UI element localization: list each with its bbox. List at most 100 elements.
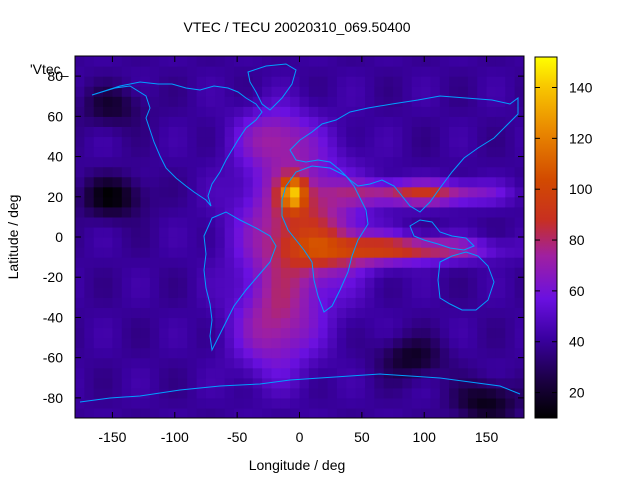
- heatmap-cell: [168, 86, 179, 97]
- heatmap-cell: [495, 146, 506, 158]
- heatmap-cell: [318, 247, 329, 258]
- heatmap-cell: [234, 267, 244, 278]
- heatmap-cell: [355, 206, 366, 218]
- heatmap-cell: [205, 357, 216, 369]
- heatmap-cell: [308, 277, 319, 288]
- heatmap-cell: [196, 196, 207, 208]
- heatmap-cell: [393, 146, 403, 158]
- heatmap-cell: [84, 357, 95, 369]
- heatmap-cell: [75, 257, 85, 268]
- heatmap-cell: [196, 387, 207, 399]
- heatmap-cell: [449, 76, 460, 87]
- heatmap-cell: [112, 267, 123, 278]
- heatmap-cell: [449, 297, 460, 308]
- heatmap-cell: [421, 307, 432, 319]
- heatmap-cell: [75, 327, 85, 339]
- heatmap-cell: [514, 257, 524, 268]
- heatmap-cell: [364, 277, 375, 288]
- heatmap-cell: [196, 307, 207, 319]
- heatmap-cell: [224, 267, 235, 278]
- heatmap-cell: [449, 216, 460, 228]
- heatmap-cell: [495, 377, 506, 389]
- heatmap-cell: [243, 397, 254, 409]
- heatmap-cell: [327, 56, 338, 67]
- heatmap-cell: [449, 106, 460, 117]
- heatmap-cell: [131, 116, 142, 127]
- heatmap-cell: [318, 407, 329, 418]
- heatmap-cell: [458, 397, 469, 409]
- heatmap-cell: [149, 307, 160, 319]
- heatmap-cell: [205, 216, 216, 228]
- heatmap-cell: [383, 377, 394, 389]
- heatmap-cell: [103, 237, 114, 248]
- heatmap-cell: [177, 166, 188, 178]
- heatmap-cell: [364, 357, 375, 369]
- heatmap-cell: [411, 397, 422, 409]
- heatmap-cell: [243, 186, 254, 198]
- heatmap-cell: [187, 237, 198, 248]
- heatmap-cell: [140, 226, 151, 238]
- heatmap-cell: [159, 56, 170, 67]
- heatmap-cell: [355, 257, 366, 268]
- heatmap-cell: [514, 327, 524, 339]
- heatmap-cell: [430, 146, 441, 158]
- heatmap-cell: [290, 267, 301, 278]
- heatmap-cell: [271, 277, 282, 288]
- heatmap-cell: [168, 297, 179, 308]
- heatmap-cell: [486, 317, 497, 329]
- colorbar-tick-label: 100: [569, 181, 593, 197]
- heatmap-cell: [318, 66, 329, 77]
- heatmap-cell: [103, 136, 114, 148]
- heatmap-cell: [205, 347, 216, 359]
- heatmap-cell: [187, 387, 198, 399]
- heatmap-cell: [84, 86, 95, 97]
- heatmap-cell: [458, 277, 469, 288]
- heatmap-cell: [430, 136, 441, 148]
- heatmap-cell: [252, 357, 263, 369]
- heatmap-cell: [327, 347, 338, 359]
- heatmap-cell: [224, 297, 235, 308]
- heatmap-cell: [93, 66, 104, 77]
- heatmap-cell: [168, 106, 179, 117]
- heatmap-cell: [131, 106, 142, 117]
- heatmap-cell: [374, 196, 385, 208]
- heatmap-cell: [262, 206, 273, 218]
- heatmap-cell: [477, 126, 488, 138]
- heatmap-cell: [75, 96, 85, 107]
- heatmap-cell: [234, 206, 244, 218]
- heatmap-cell: [495, 56, 506, 67]
- heatmap-cell: [112, 196, 123, 208]
- heatmap-cell: [205, 247, 216, 258]
- heatmap-cell: [336, 126, 347, 138]
- heatmap-cell: [383, 237, 394, 248]
- heatmap-cell: [149, 106, 160, 117]
- y-tick-label: 40: [47, 149, 63, 165]
- heatmap-cell: [411, 237, 422, 248]
- heatmap-cell: [177, 267, 188, 278]
- heatmap-cell: [439, 337, 450, 349]
- heatmap-cell: [411, 166, 422, 178]
- heatmap-cell: [84, 237, 95, 248]
- heatmap-cell: [290, 186, 301, 198]
- heatmap-cell: [168, 237, 179, 248]
- heatmap-cell: [393, 186, 403, 198]
- heatmap-cell: [187, 126, 198, 138]
- heatmap-cell: [121, 287, 132, 298]
- heatmap-cell: [159, 377, 170, 389]
- heatmap-cell: [467, 106, 478, 117]
- heatmap-cell: [495, 387, 506, 399]
- heatmap-cell: [327, 86, 338, 97]
- heatmap-cell: [187, 146, 198, 158]
- heatmap-cell: [187, 267, 198, 278]
- heatmap-cell: [84, 307, 95, 319]
- heatmap-cell: [430, 307, 441, 319]
- heatmap-cell: [75, 317, 85, 329]
- heatmap-cell: [234, 106, 244, 117]
- heatmap-cell: [131, 226, 142, 238]
- heatmap-cell: [149, 257, 160, 268]
- heatmap-cell: [243, 136, 254, 148]
- heatmap-cell: [318, 337, 329, 349]
- heatmap-cell: [224, 397, 235, 409]
- heatmap-cell: [505, 297, 516, 308]
- heatmap-cell: [439, 156, 450, 168]
